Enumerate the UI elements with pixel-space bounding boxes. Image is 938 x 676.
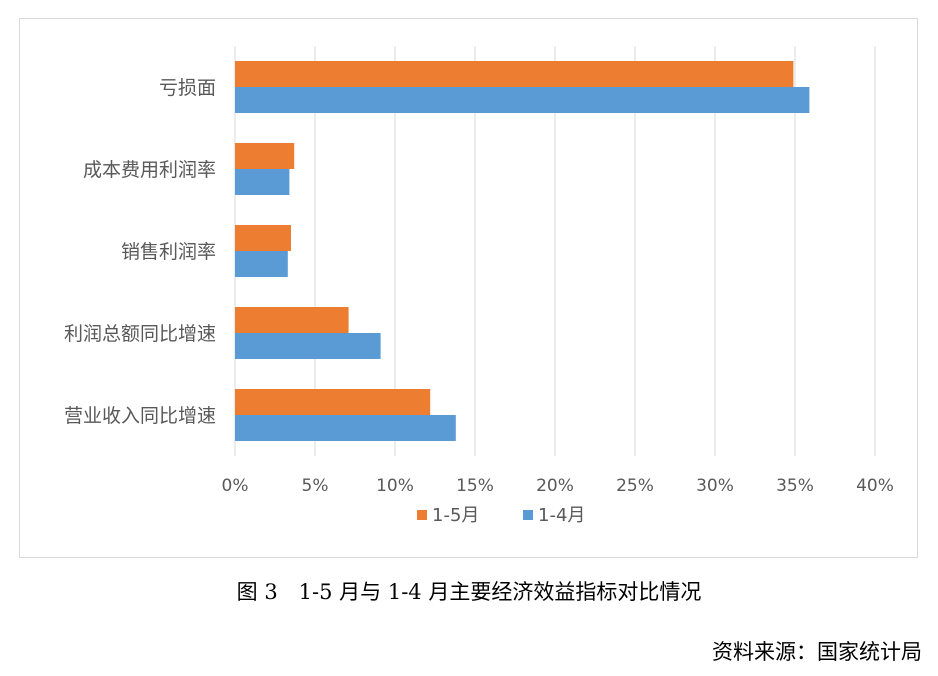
bar-series-1	[235, 61, 794, 87]
category-label: 亏损面	[159, 77, 216, 99]
category-label: 销售利润率	[121, 241, 216, 263]
data-source: 资料来源：国家统计局	[712, 640, 922, 664]
bar-series-2	[235, 169, 290, 195]
x-tick-label: 40%	[856, 476, 894, 496]
legend-swatch	[523, 510, 533, 520]
figure-caption: 图 3 1-5 月与 1-4 月主要经济效益指标对比情况	[236, 580, 702, 604]
legend-label: 1-5月	[432, 505, 479, 526]
bar-series-1	[235, 307, 349, 333]
bars	[235, 61, 810, 441]
x-tick-label: 5%	[302, 476, 329, 496]
bar-series-2	[235, 415, 456, 441]
legend-swatch	[417, 510, 427, 520]
bar-series-2	[235, 87, 810, 113]
x-tick-label: 0%	[222, 476, 249, 496]
category-label: 利润总额同比增速	[64, 323, 216, 345]
gridlines	[234, 46, 876, 456]
legend-label: 1-4月	[538, 505, 585, 526]
x-tick-label: 25%	[616, 476, 654, 496]
bar-series-1	[235, 389, 431, 415]
bar-series-1	[235, 143, 295, 169]
bar-series-1	[235, 225, 291, 251]
bar-series-2	[235, 251, 288, 277]
x-tick-labels: 0% 5% 10% 15% 20% 25% 30% 35% 40%	[222, 476, 894, 496]
category-label: 成本费用利润率	[83, 159, 216, 181]
x-tick-label: 30%	[696, 476, 734, 496]
x-tick-label: 35%	[776, 476, 814, 496]
x-tick-label: 20%	[536, 476, 574, 496]
chart-frame: 亏损面 成本费用利润率 销售利润率 利润总额同比增速 营业收入同比增速 0% 5% 10% 1…	[19, 18, 918, 558]
category-label: 营业收入同比增速	[64, 405, 216, 427]
x-tick-label: 10%	[376, 476, 414, 496]
legend: 1-5月 1-4月	[417, 505, 585, 526]
bar-series-2	[235, 333, 381, 359]
x-tick-label: 15%	[456, 476, 494, 496]
